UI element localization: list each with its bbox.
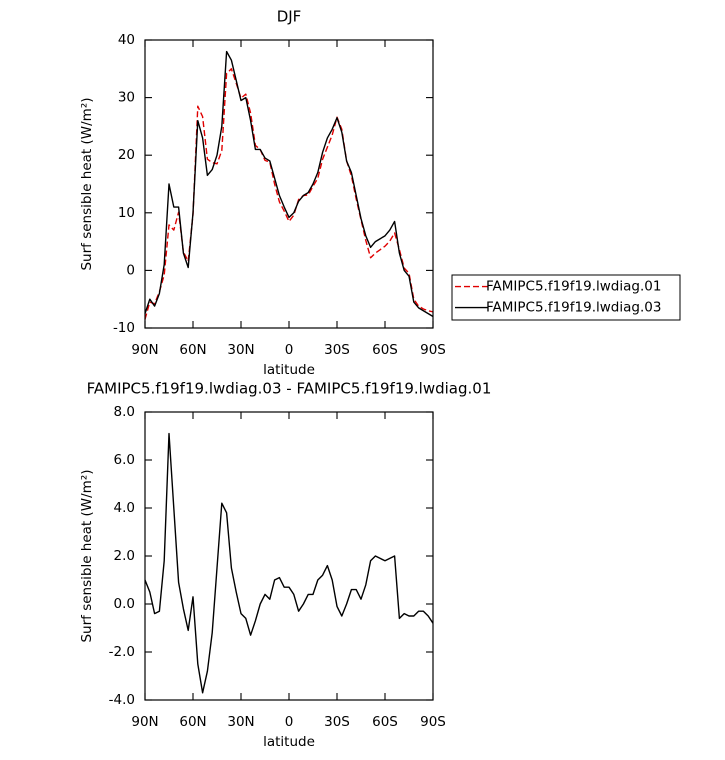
y-tick-label: 30	[118, 90, 135, 106]
x-tick-label: 60S	[372, 342, 398, 358]
y-tick-label: 4.0	[114, 500, 135, 516]
chart-title: DJF	[277, 8, 302, 26]
x-tick-label: 60N	[179, 714, 206, 730]
y-axis-label: Surf sensible heat (W/m²)	[79, 97, 95, 270]
legend-box	[451, 274, 681, 321]
plot-frame	[144, 39, 434, 329]
y-tick-label: -10	[113, 320, 135, 336]
line-series	[144, 68, 434, 320]
y-tick-label: 10	[118, 205, 135, 221]
x-tick-label: 90S	[420, 714, 446, 730]
x-tick-label: 90N	[131, 714, 158, 730]
x-tick-label: 90N	[131, 342, 158, 358]
y-tick-label: 20	[118, 147, 135, 163]
y-tick-label: 0	[126, 262, 135, 278]
x-tick-label: 60N	[179, 342, 206, 358]
y-tick-label: 40	[118, 32, 135, 48]
legend-label: FAMIPC5.f19f19.lwdiag.03	[486, 300, 661, 316]
x-tick-label: 30N	[227, 342, 254, 358]
line-series	[144, 50, 434, 318]
x-tick-label: 30N	[227, 714, 254, 730]
x-tick-label: 0	[285, 714, 294, 730]
line-series	[144, 432, 434, 694]
legend-label: FAMIPC5.f19f19.lwdiag.01	[486, 279, 661, 295]
y-tick-label: -4.0	[109, 692, 135, 708]
y-tick-label: 8.0	[114, 404, 135, 420]
x-tick-label: 60S	[372, 714, 398, 730]
y-tick-label: 6.0	[114, 452, 135, 468]
x-axis-label: latitude	[263, 362, 315, 378]
x-tick-label: 30S	[324, 714, 350, 730]
y-tick-label: 2.0	[114, 548, 135, 564]
chart-title: FAMIPC5.f19f19.lwdiag.03 - FAMIPC5.f19f1…	[87, 380, 492, 398]
y-axis-label: Surf sensible heat (W/m²)	[79, 469, 95, 642]
x-tick-label: 0	[285, 342, 294, 358]
x-tick-label: 90S	[420, 342, 446, 358]
y-tick-label: -2.0	[109, 644, 135, 660]
y-tick-label: 0.0	[114, 596, 135, 612]
x-axis-label: latitude	[263, 734, 315, 750]
x-tick-label: 30S	[324, 342, 350, 358]
plot-frame	[144, 411, 434, 701]
